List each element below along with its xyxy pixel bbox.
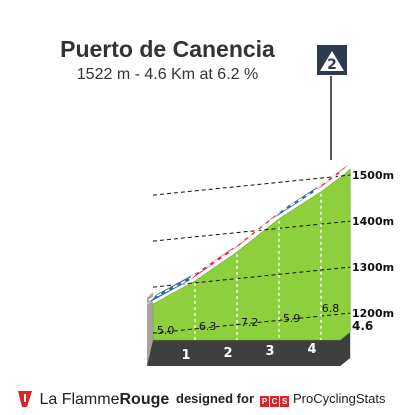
km-marker-label: 1: [181, 348, 190, 363]
grid-line: [152, 174, 351, 196]
pcs-letter: C: [270, 396, 280, 407]
climb-title: Puerto de Canencia: [60, 36, 275, 62]
profile-fill: [152, 168, 351, 341]
base-band: [147, 332, 351, 366]
gradient-label: 5.0: [157, 324, 175, 337]
y-tick-label: 1300m: [352, 261, 394, 274]
km-marker-label: 3: [265, 344, 274, 359]
brand-left-bold: Rouge: [119, 391, 170, 408]
gradient-label: 7.2: [241, 316, 259, 329]
band-center-dash: [274, 185, 324, 216]
total-distance-label: 4.6: [352, 319, 373, 333]
designed-for-text: designed for: [176, 391, 255, 406]
gradient-label: 5.9: [283, 312, 301, 325]
climb-subtitle: 1522 m - 4.6 Km at 6.2 %: [76, 66, 259, 83]
brand-left-prefix: La Flamme: [39, 391, 120, 408]
category-badge-label: 2: [327, 57, 337, 73]
pcs-letter: S: [280, 396, 290, 407]
y-tick-label: 1200m: [352, 307, 394, 320]
grid-line: [152, 312, 351, 334]
category-badge-triangle: [320, 51, 344, 71]
pcs-name: ProCyclingStats: [293, 391, 386, 406]
pcs-letter: P: [260, 396, 270, 407]
band-center-dash: [148, 274, 198, 301]
grid-line: [152, 220, 351, 242]
grid-line: [152, 266, 351, 288]
y-tick-label: 1500m: [352, 169, 394, 182]
side-wall: [147, 292, 153, 366]
band-center-dash: [190, 245, 240, 278]
km-marker-label: 4: [307, 342, 316, 357]
footer: La FlammeRouge designed for P C S ProCycling…: [0, 385, 405, 415]
km-marker-label: 2: [223, 346, 232, 361]
band-center-dash: [316, 166, 349, 189]
flame-rouge-flag-icon: [18, 391, 32, 407]
brand-procyclingstats[interactable]: designed for P C S ProCyclingStats: [176, 391, 386, 407]
brand-la-flamme-rouge[interactable]: La FlammeRouge: [18, 391, 169, 409]
gradient-label: 6.3: [199, 320, 217, 333]
y-tick-label: 1400m: [352, 215, 394, 228]
climb-profile-chart: 1200m 1300m 1400m 1500m 5.0 6.3 7.2 5.9 6.8 1 2 3 4…: [146, 45, 394, 366]
gradient-label: 6.8: [322, 302, 340, 315]
